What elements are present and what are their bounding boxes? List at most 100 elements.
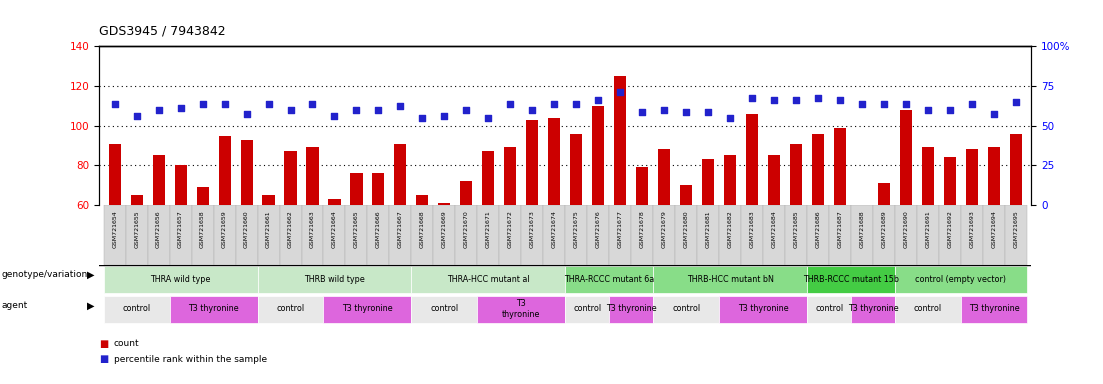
Bar [587,205,609,265]
Text: GSM721694: GSM721694 [992,210,996,248]
Bar [944,157,956,205]
Text: GSM721692: GSM721692 [947,210,953,248]
Point [567,101,585,107]
Bar [438,203,450,205]
Text: GSM721676: GSM721676 [596,210,601,248]
Text: GSM721684: GSM721684 [772,210,777,248]
Bar [746,114,758,205]
Bar [433,205,456,265]
Point [303,101,321,107]
Bar [653,205,675,265]
Bar [323,205,345,265]
Text: THRB wild type: THRB wild type [304,275,365,284]
Text: control: control [672,305,700,313]
Bar [416,195,428,205]
Bar [373,173,385,205]
Bar [395,144,407,205]
Text: THRA wild type: THRA wild type [150,275,211,284]
Point [699,109,717,115]
Bar [719,205,741,265]
Point [765,97,783,103]
Bar [807,205,829,265]
Point [655,107,673,113]
Bar [196,187,208,205]
Text: GSM721679: GSM721679 [662,210,666,248]
Bar [257,266,411,293]
Bar [988,147,1000,205]
Text: THRA-RCCC mutant 6a: THRA-RCCC mutant 6a [564,275,654,284]
Bar [263,195,275,205]
Text: T3 thyronine: T3 thyronine [968,305,1019,313]
Point [546,101,564,107]
Text: GSM721672: GSM721672 [507,210,513,248]
Point [832,97,849,103]
Point [347,107,365,113]
Bar [566,205,587,265]
Point [281,107,299,113]
Point [259,101,277,107]
Bar [389,205,411,265]
Text: ▶: ▶ [87,270,95,280]
Text: control: control [815,305,843,313]
Point [392,103,409,109]
Bar [724,156,736,205]
Point [128,113,146,119]
Point [743,95,761,101]
Text: GSM721662: GSM721662 [288,210,293,248]
Point [150,107,168,113]
Text: GSM721695: GSM721695 [1014,210,1018,248]
Text: T3 thyronine: T3 thyronine [848,305,898,313]
Bar [874,205,895,265]
Point [611,89,629,95]
Bar [456,205,478,265]
Text: GSM721654: GSM721654 [113,210,117,248]
Bar [719,296,807,323]
Text: control: control [574,305,601,313]
Bar [236,205,257,265]
Bar [675,205,697,265]
Bar [653,266,807,293]
Point [810,95,827,101]
Bar [592,106,604,205]
Bar [631,205,653,265]
Bar [460,181,472,205]
Point [480,114,497,121]
Bar [1005,205,1027,265]
Text: THRB-RCCC mutant 15b: THRB-RCCC mutant 15b [803,275,899,284]
Bar [812,134,824,205]
Text: GSM721666: GSM721666 [376,210,381,248]
Bar [961,296,1027,323]
Bar [257,296,323,323]
Point [919,107,936,113]
Bar [939,205,961,265]
Text: GSM721682: GSM721682 [728,210,732,248]
Bar [807,266,895,293]
Bar [636,167,649,205]
Point [897,101,914,107]
Bar [126,205,148,265]
Text: T3 thyronine: T3 thyronine [606,305,656,313]
Text: T3 thyronine: T3 thyronine [738,305,789,313]
Bar [526,120,538,205]
Bar [345,205,367,265]
Bar [351,173,363,205]
Text: GSM721658: GSM721658 [200,210,205,248]
Text: GSM721686: GSM721686 [815,210,821,248]
Text: genotype/variation: genotype/variation [1,270,87,279]
Bar [609,296,653,323]
Text: agent: agent [1,301,28,310]
Bar [895,296,961,323]
Bar [829,205,852,265]
Bar [544,205,566,265]
Bar [741,205,763,265]
Point [194,101,212,107]
Bar [104,266,257,293]
Bar [658,149,671,205]
Text: GSM721661: GSM721661 [266,210,271,248]
Point [963,101,981,107]
Bar [500,205,522,265]
Bar [218,136,231,205]
Point [106,101,124,107]
Point [502,101,520,107]
Point [524,107,542,113]
